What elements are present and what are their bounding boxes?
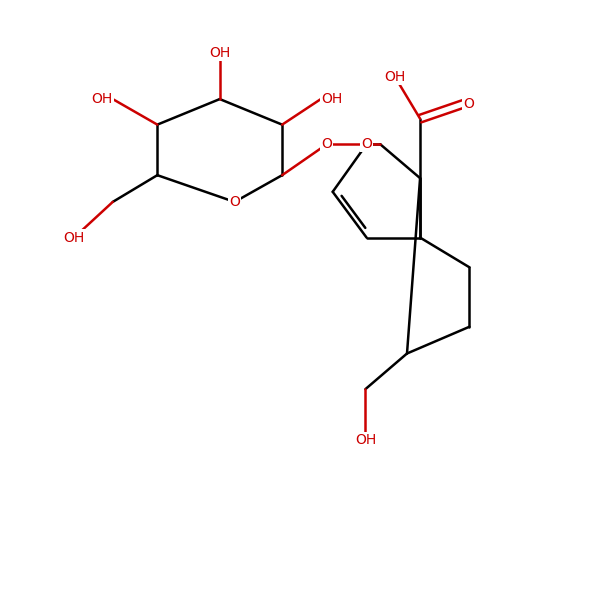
Text: OH: OH: [355, 433, 376, 446]
Text: OH: OH: [209, 46, 230, 61]
Text: OH: OH: [321, 92, 342, 106]
Text: O: O: [229, 195, 240, 209]
Text: O: O: [361, 137, 372, 151]
Text: OH: OH: [385, 70, 406, 84]
Text: OH: OH: [91, 92, 113, 106]
Text: O: O: [322, 137, 332, 151]
Text: OH: OH: [64, 230, 85, 245]
Text: O: O: [463, 97, 475, 111]
